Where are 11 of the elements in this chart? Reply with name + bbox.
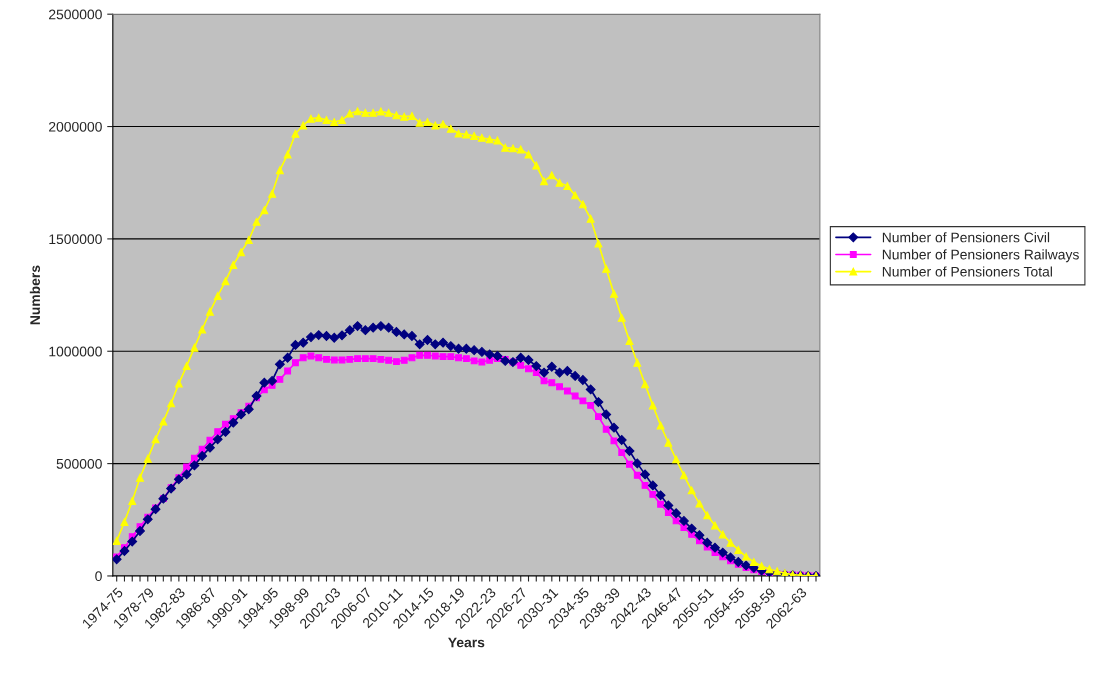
y-tick-label: 2000000	[49, 121, 102, 132]
y-tick-label: 500000	[56, 458, 102, 469]
y-tick-label: 2500000	[49, 9, 102, 20]
y-axis-title: Numbers	[29, 265, 41, 325]
y-tick-label: 1500000	[49, 234, 102, 245]
legend-label: Number of Pensioners Railways	[882, 249, 1079, 263]
x-axis-title: Years	[448, 637, 485, 648]
y-tick-label: 0	[95, 571, 102, 582]
legend-label: Number of Pensioners Civil	[882, 232, 1050, 243]
y-tick-label: 1000000	[49, 346, 102, 357]
legend-label: Number of Pensioners Total	[882, 266, 1052, 277]
